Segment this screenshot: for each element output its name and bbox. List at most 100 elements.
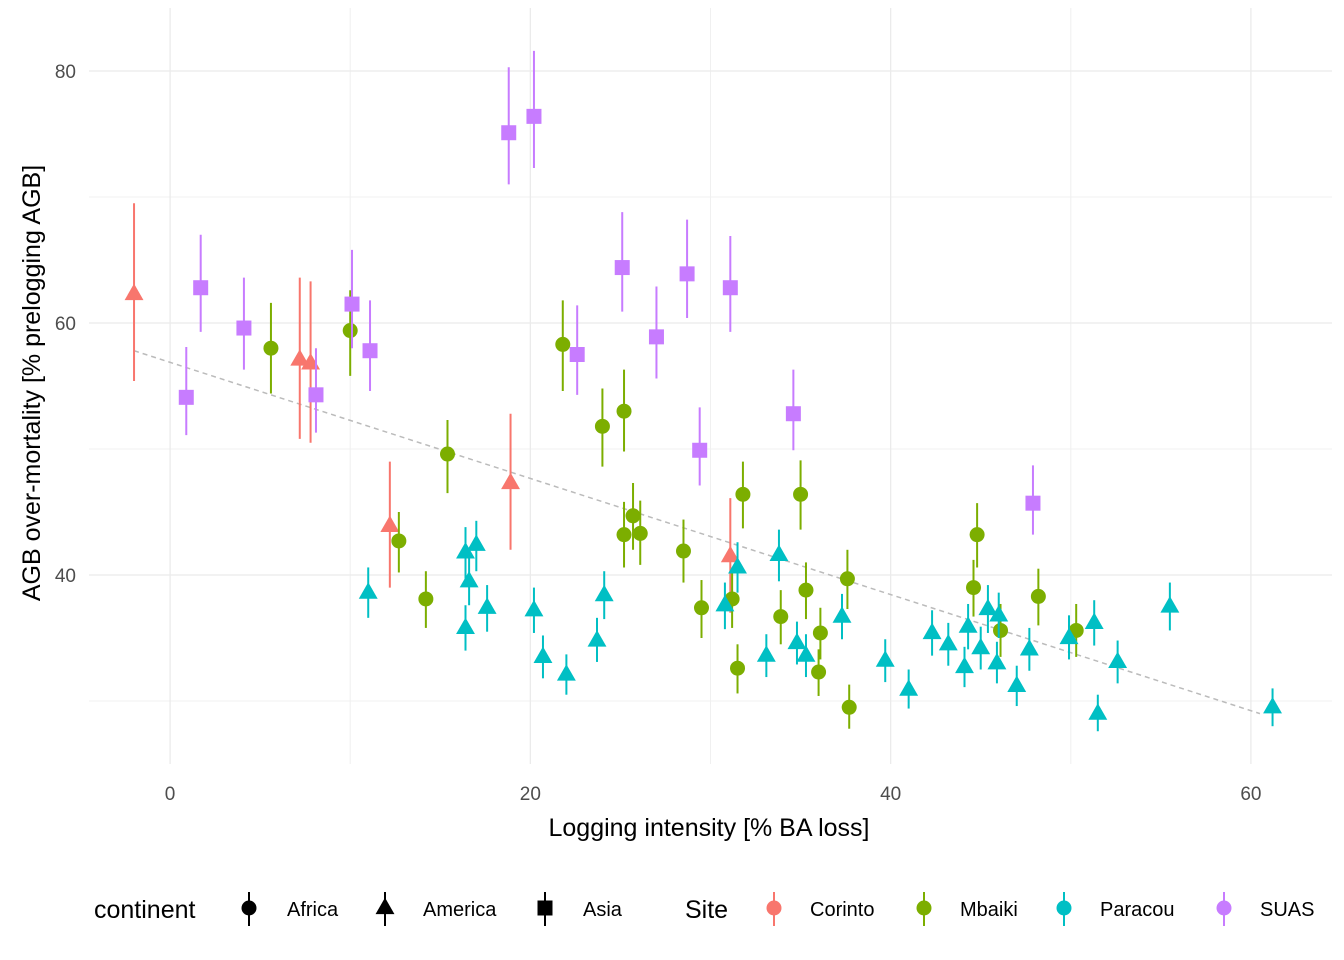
data-point xyxy=(1025,495,1041,511)
data-point xyxy=(720,545,740,563)
series-suas xyxy=(178,50,1041,535)
x-tick-label: 0 xyxy=(165,784,176,805)
data-point xyxy=(839,571,855,587)
data-point xyxy=(875,650,895,667)
legend-key-corinto: Corinto xyxy=(766,892,874,926)
series-mbaiki xyxy=(263,290,1084,729)
data-point xyxy=(526,108,542,124)
data-point xyxy=(693,600,709,616)
y-tick-label: 80 xyxy=(55,62,76,83)
data-point xyxy=(971,637,991,655)
data-point xyxy=(832,606,852,623)
legend-key-america: America xyxy=(375,892,497,926)
data-point xyxy=(785,406,801,422)
data-point xyxy=(715,594,735,612)
data-point xyxy=(969,527,985,543)
legend-label: SUAS xyxy=(1260,899,1314,921)
data-point xyxy=(616,527,632,543)
legend-key-asia: Asia xyxy=(537,892,623,926)
data-point xyxy=(1019,638,1039,656)
data-point xyxy=(193,280,209,296)
data-point xyxy=(938,633,958,651)
data-point xyxy=(773,609,789,625)
legend-label: Mbaiki xyxy=(960,899,1018,921)
legend-key-symbol xyxy=(241,900,257,916)
data-point xyxy=(290,349,310,366)
data-point xyxy=(769,544,789,561)
data-point xyxy=(1059,627,1079,645)
data-point xyxy=(236,320,252,336)
data-point xyxy=(841,699,857,715)
data-point xyxy=(1263,696,1283,714)
legend-label: Asia xyxy=(583,899,623,921)
data-point xyxy=(556,664,576,681)
data-point xyxy=(594,584,614,602)
data-point xyxy=(811,664,827,680)
data-point xyxy=(958,616,978,633)
data-point xyxy=(787,632,807,650)
minor-gridlines xyxy=(89,8,1332,764)
trend-line xyxy=(133,350,1261,715)
data-point xyxy=(362,343,378,359)
data-point xyxy=(524,599,544,617)
y-axis-tick-labels: 40 60 80 xyxy=(55,62,76,587)
x-axis-title: Logging intensity [% BA loss] xyxy=(548,814,869,842)
data-point xyxy=(358,582,378,599)
legend-key-symbol xyxy=(1056,900,1072,916)
data-point xyxy=(987,652,1007,670)
data-point xyxy=(439,446,455,462)
data-point xyxy=(587,630,607,647)
major-gridlines xyxy=(89,8,1332,764)
data-point xyxy=(679,266,695,282)
legend-key-paracou: Paracou xyxy=(1056,892,1175,926)
series-corinto xyxy=(124,203,740,613)
data-point xyxy=(1088,703,1108,720)
data-point xyxy=(342,323,358,339)
legend-key-symbol xyxy=(375,897,395,915)
data-point xyxy=(756,645,776,662)
data-point xyxy=(456,617,475,635)
legend-label: Corinto xyxy=(810,899,874,921)
data-point xyxy=(1030,588,1046,604)
legend-key-symbol xyxy=(766,900,782,916)
data-point xyxy=(569,347,585,362)
data-point xyxy=(616,403,632,419)
x-tick-label: 40 xyxy=(880,784,901,805)
x-axis-tick-labels: 0 20 40 60 xyxy=(165,784,1262,805)
data-point xyxy=(501,472,520,490)
legend-label: Africa xyxy=(287,899,339,921)
data-point xyxy=(625,508,641,524)
data-point xyxy=(466,534,486,551)
data-point xyxy=(308,387,324,403)
data-point xyxy=(1084,612,1104,629)
data-point xyxy=(798,582,814,598)
legend-color-title: Site xyxy=(685,896,728,924)
x-tick-label: 60 xyxy=(1240,784,1261,805)
data-point xyxy=(124,283,144,301)
y-tick-label: 60 xyxy=(55,314,76,335)
data-point xyxy=(1108,651,1128,669)
series-paracou xyxy=(358,520,1283,732)
data-points xyxy=(124,50,1283,732)
data-point xyxy=(459,570,479,588)
data-point xyxy=(501,125,517,141)
legend-key-symbol xyxy=(916,900,932,916)
data-point xyxy=(648,329,664,345)
data-point xyxy=(812,625,828,641)
legend-key-suas: SUAS xyxy=(1216,892,1314,926)
data-point xyxy=(391,533,407,549)
data-point xyxy=(380,515,400,532)
data-point xyxy=(793,486,809,502)
legend-shape-keys: Africa America Asia xyxy=(241,892,623,926)
data-point xyxy=(456,541,475,559)
data-point xyxy=(594,418,610,434)
x-tick-label: 20 xyxy=(520,784,541,805)
data-point xyxy=(955,656,974,674)
legend-shape-title: continent xyxy=(94,896,196,924)
data-point xyxy=(555,336,571,352)
data-point xyxy=(418,591,434,607)
legend-key-mbaiki: Mbaiki xyxy=(916,892,1018,926)
data-point xyxy=(344,296,360,312)
